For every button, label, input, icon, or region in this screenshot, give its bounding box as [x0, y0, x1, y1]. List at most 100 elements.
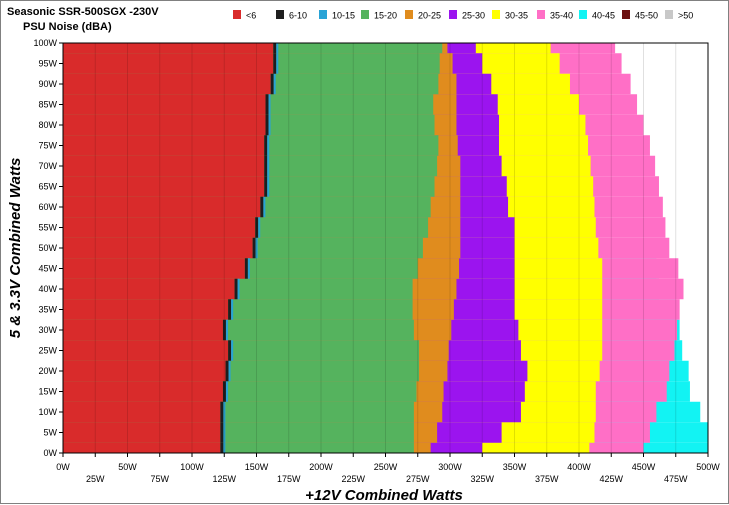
y-tick-label: 30W — [38, 325, 57, 335]
plot-area — [63, 43, 708, 453]
y-tick-label: 40W — [38, 284, 57, 294]
band-10-15-cell — [268, 114, 271, 136]
band-lt6-cell — [63, 196, 261, 218]
band-lt6-cell — [63, 94, 266, 115]
y-tick-label: 80W — [38, 120, 57, 130]
band-10-15-cell — [258, 217, 261, 238]
legend-label: 45-50 — [635, 11, 658, 21]
y-tick-label: 65W — [38, 182, 57, 192]
band-lt6-cell — [63, 43, 274, 54]
y-tick-label: 25W — [38, 346, 57, 356]
band-lt6-cell — [63, 155, 265, 177]
band-10-15-cell — [225, 381, 228, 402]
legend-swatch — [665, 10, 673, 19]
y-tick-label: 70W — [38, 161, 57, 171]
band-6-10-cell — [265, 94, 269, 115]
x-tick-label: 325W — [470, 474, 494, 484]
legend-swatch — [449, 10, 457, 19]
band-6-10-cell — [255, 217, 259, 238]
band-6-10-cell — [222, 319, 226, 341]
band-10-15-cell — [228, 360, 231, 382]
x-tick-label: 100W — [180, 462, 204, 472]
y-tick-label: 45W — [38, 264, 57, 274]
legend-swatch — [233, 10, 241, 19]
x-tick-label: 425W — [599, 474, 623, 484]
band-6-10-cell — [265, 114, 269, 136]
band-6-10-cell — [273, 53, 277, 74]
band-10-15-cell — [231, 340, 234, 361]
band-lt6-cell — [63, 422, 221, 443]
band-6-10-cell — [252, 237, 256, 259]
y-tick-label: 85W — [38, 100, 57, 110]
band-lt6-cell — [63, 442, 221, 453]
band-10-15-cell — [223, 442, 226, 453]
band-lt6-cell — [63, 176, 265, 197]
band-15-20-cell — [63, 442, 414, 453]
y-tick-label: 100W — [33, 38, 57, 48]
band-lt6-cell — [63, 135, 265, 156]
x-tick-label: 250W — [374, 462, 398, 472]
band-6-10-cell — [228, 340, 232, 361]
x-tick-label: 75W — [150, 474, 169, 484]
legend-label: 40-45 — [592, 11, 615, 21]
x-tick-label: 300W — [438, 462, 462, 472]
band-6-10-cell — [220, 442, 224, 453]
y-axis-title: 5 & 3.3V Combined Watts — [7, 158, 24, 339]
band-10-15-cell — [267, 176, 270, 197]
band-lt6-cell — [63, 217, 256, 238]
band-10-15-cell — [263, 196, 266, 218]
band-10-15-cell — [273, 73, 276, 95]
band-lt6-cell — [63, 278, 235, 300]
x-tick-label: 175W — [277, 474, 301, 484]
band-10-15-cell — [267, 155, 270, 177]
legend-label: 15-20 — [374, 11, 397, 21]
band-6-10-cell — [244, 258, 248, 279]
x-tick-label: 50W — [118, 462, 137, 472]
x-tick-label: 150W — [245, 462, 269, 472]
legend-swatch — [405, 10, 413, 19]
y-tick-label: 50W — [38, 243, 57, 253]
band-lt6-cell — [63, 319, 223, 341]
legend-swatch — [537, 10, 545, 19]
band-lt6-cell — [63, 258, 245, 279]
x-tick-label: 400W — [567, 462, 591, 472]
y-tick-label: 90W — [38, 79, 57, 89]
band-10-15-cell — [225, 319, 228, 341]
legend-label: 10-15 — [332, 11, 355, 21]
legend-label: <6 — [246, 11, 256, 21]
y-tick-label: 10W — [38, 407, 57, 417]
legend-label: 25-30 — [462, 11, 485, 21]
band-lt6-cell — [63, 360, 226, 382]
band-lt6-cell — [63, 340, 229, 361]
x-tick-label: 200W — [309, 462, 333, 472]
y-tick-label: 60W — [38, 202, 57, 212]
legend-label: 6-10 — [289, 11, 307, 21]
band-6-10-cell — [273, 43, 277, 54]
x-tick-label: 350W — [503, 462, 527, 472]
y-tick-label: 75W — [38, 141, 57, 151]
legend-label: 30-35 — [505, 11, 528, 21]
legend: <6 6-10 10-15 15-20 20-25 25-30 30-35 35-40 40-4… — [233, 10, 693, 21]
band-lt6-cell — [63, 114, 266, 136]
band-6-10-cell — [264, 135, 268, 156]
x-tick-label: 225W — [341, 474, 365, 484]
chart-title: Seasonic SSR-500SGX -230V — [7, 6, 159, 18]
band-6-10-cell — [260, 196, 264, 218]
band-10-15-cell — [223, 422, 226, 443]
band-lt6-cell — [63, 237, 253, 259]
grid — [62, 43, 709, 453]
legend-swatch — [276, 10, 284, 19]
band-6-10-cell — [228, 299, 232, 320]
band-10-15-cell — [231, 299, 234, 320]
legend-label: 35-40 — [550, 11, 573, 21]
legend-label: 20-25 — [418, 11, 441, 21]
band-10-15-cell — [276, 43, 279, 54]
band-6-10-cell — [270, 73, 274, 95]
band-10-15-cell — [223, 401, 226, 423]
y-tick-label: 95W — [38, 59, 57, 69]
band-lt6-cell — [63, 53, 274, 74]
x-tick-label: 125W — [212, 474, 236, 484]
legend-swatch — [622, 10, 630, 19]
band-lt6-cell — [63, 73, 271, 95]
